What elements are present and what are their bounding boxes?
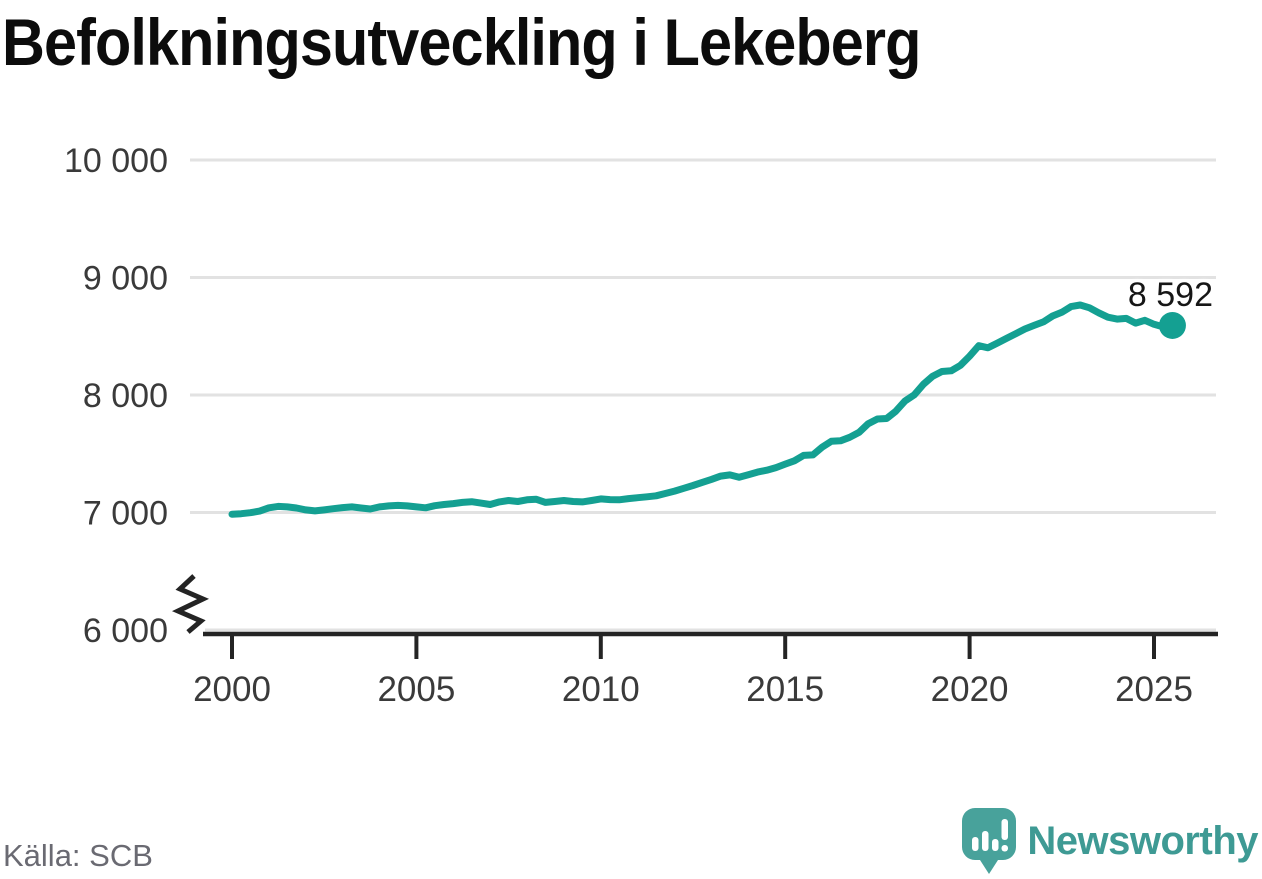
axis-break-icon [171,574,210,634]
population-line [228,301,1176,518]
end-value-label: 8 592 [1127,276,1213,315]
speech-bubble-shape [962,808,1017,874]
newsworthy-logo: Newsworthy [962,808,1258,874]
bar-chart-exclamation-glyph [972,819,1009,852]
y-axis-tick-label: 9 000 [83,260,168,298]
x-axis-tick-label: 2000 [193,670,271,709]
x-axis-tick-label: 2010 [562,670,640,709]
y-axis-tick-label: 7 000 [83,495,168,533]
x-axis-tick-label: 2025 [1115,670,1193,709]
population-line-chart: 6 000 7 000 8 000 9 000 10 000 2000 2005 2010 20… [64,142,1218,709]
chart-title: Befolkningsutveckling i Lekeberg [2,5,921,79]
source-note: Källa: SCB [3,838,153,873]
newsworthy-logo-text: Newsworthy [1027,818,1258,863]
x-axis-tick-label: 2015 [746,670,824,709]
y-axis-tick-label: 6 000 [83,612,168,650]
end-point-dot [1158,311,1186,339]
x-axis-tick-label: 2020 [931,670,1009,709]
x-axis-tick-label: 2005 [377,670,455,709]
newsworthy-logo-icon [962,808,1017,874]
y-axis-tick-label: 10 000 [64,142,168,180]
y-axis-tick-label: 8 000 [83,377,168,415]
